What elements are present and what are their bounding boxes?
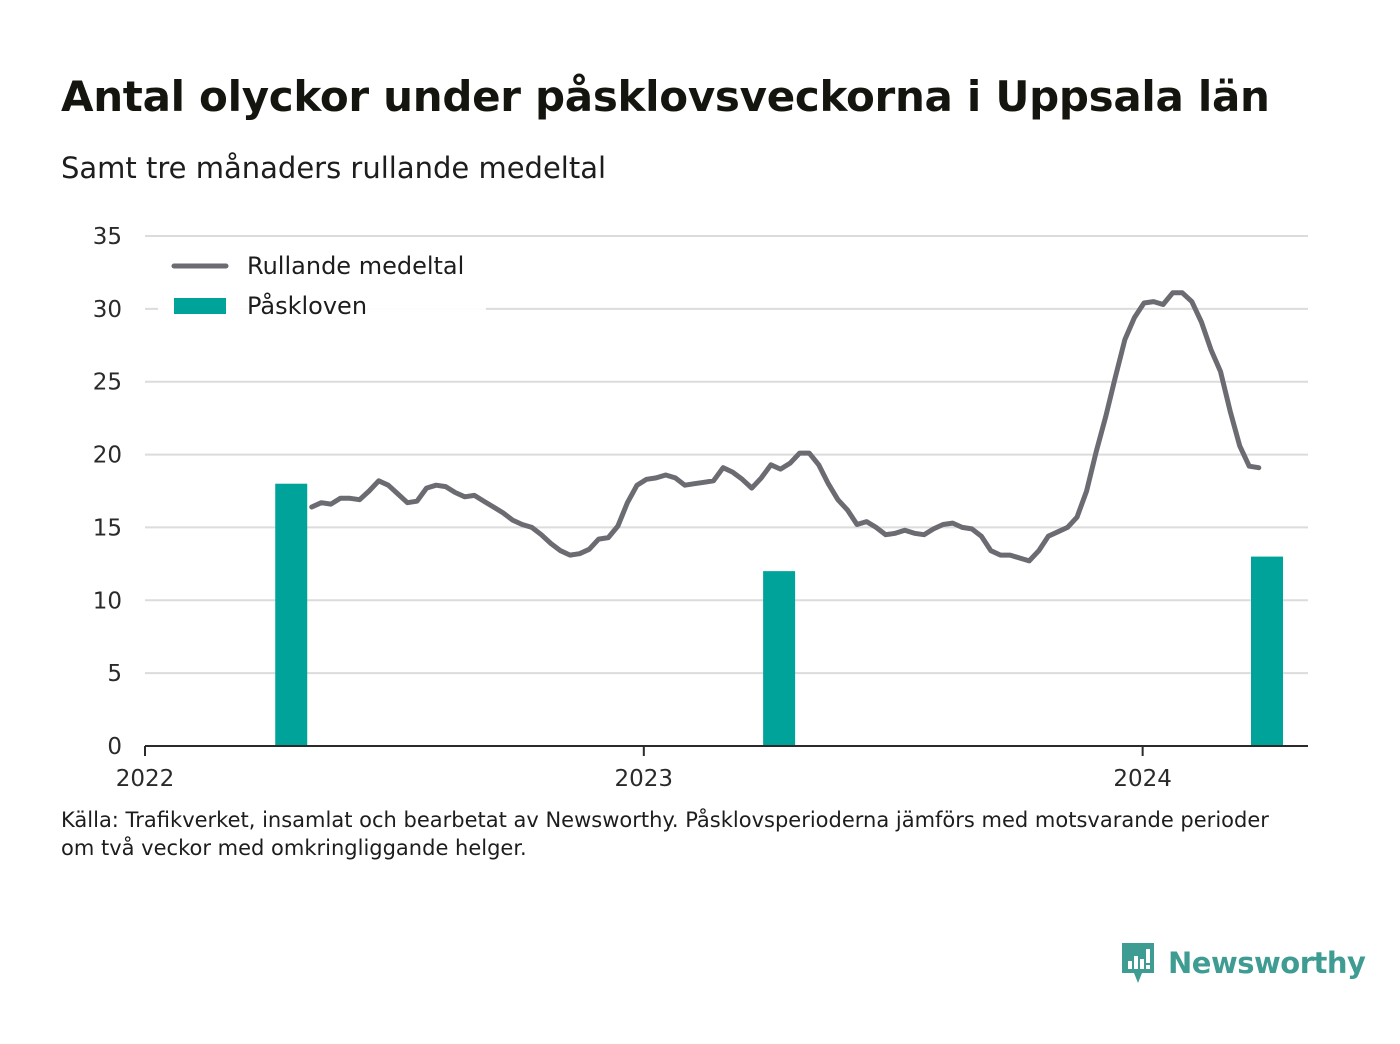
y-tick-label: 5 [107,661,122,687]
x-axis: 2022 2023 2024 [116,745,1308,792]
x-tick-label: 2022 [116,766,175,792]
y-tick-label: 30 [93,297,122,323]
legend-label: Rullande medeltal [247,252,464,280]
y-tick-label: 0 [107,734,122,760]
bar-paskloven [763,571,796,746]
chart: 0 5 10 15 20 25 30 35 2022 2023 2024 Rullande med… [93,224,1308,792]
y-tick-label: 35 [93,224,122,250]
brand-logo[interactable]: Newsworthy [1120,940,1366,986]
y-tick-label: 20 [93,443,122,469]
legend-swatch-bar [174,298,226,314]
bar-paskloven [275,483,308,746]
source-note: Källa: Trafikverket, insamlat och bearbe… [61,806,1281,862]
y-axis-tick-labels: 0 5 10 15 20 25 30 35 [93,224,122,760]
source-note-line-1: Källa: Trafikverket, insamlat och bearbe… [61,808,1269,832]
line-series-rullande-medeltal [309,290,1262,564]
bar-paskloven [1251,556,1284,746]
x-tick-label: 2023 [615,766,674,792]
line-rullande-medeltal [309,290,1262,564]
chart-subtitle: Samt tre månaders rullande medeltal [61,151,607,185]
legend: Rullande medeltal Påskloven [158,246,486,320]
y-tick-label: 25 [93,370,122,396]
bar-series-paskloven [275,483,1284,746]
chart-bubble-icon [1122,943,1154,983]
legend-label: Påskloven [247,291,367,320]
brand-name: Newsworthy [1168,946,1366,980]
y-tick-label: 10 [93,588,122,614]
y-tick-label: 15 [93,515,122,541]
x-tick-label: 2024 [1113,766,1172,792]
chart-title: Antal olyckor under påsklovsveckorna i U… [61,72,1270,121]
source-note-line-2: om två veckor med omkringliggande helger… [61,836,527,860]
